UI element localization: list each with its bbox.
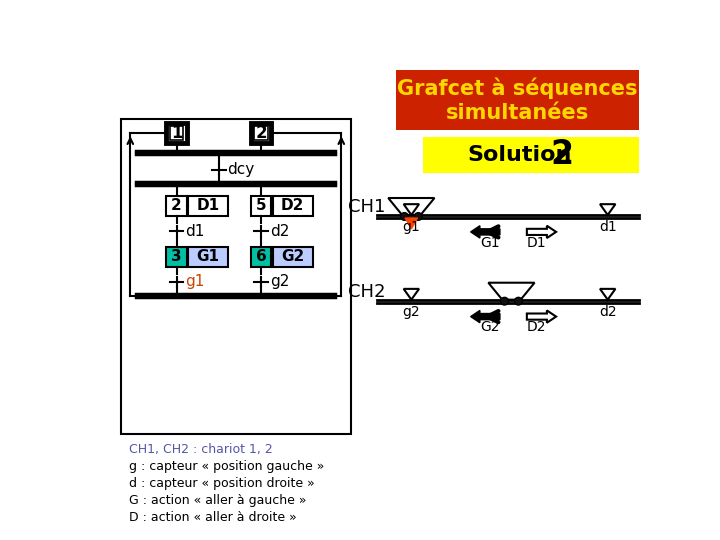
Text: d2: d2	[599, 305, 616, 319]
Polygon shape	[388, 198, 434, 215]
Bar	[423, 137, 639, 173]
Text: 2: 2	[171, 198, 182, 213]
Bar	[273, 247, 312, 267]
FancyArrow shape	[471, 226, 500, 238]
Text: D : action « aller à droite »: D : action « aller à droite »	[129, 511, 297, 524]
Polygon shape	[404, 289, 419, 300]
Circle shape	[415, 213, 422, 220]
Polygon shape	[600, 204, 616, 215]
FancyArrow shape	[527, 226, 556, 238]
Text: 2: 2	[256, 124, 267, 143]
Bar	[166, 195, 186, 215]
FancyArrow shape	[527, 310, 556, 323]
Circle shape	[500, 298, 508, 305]
Bar	[251, 195, 271, 215]
Text: G2: G2	[281, 249, 305, 264]
Circle shape	[515, 298, 522, 305]
FancyArrow shape	[471, 310, 500, 323]
Bar	[273, 195, 312, 215]
Text: d2: d2	[270, 224, 289, 239]
Text: g : capteur « position gauche »: g : capteur « position gauche »	[129, 460, 324, 473]
Text: d1: d1	[599, 220, 616, 234]
Text: g1: g1	[402, 220, 420, 234]
Text: 2: 2	[550, 138, 573, 171]
Bar	[166, 247, 186, 267]
Text: CH1, CH2 : chariot 1, 2: CH1, CH2 : chariot 1, 2	[129, 443, 272, 456]
Text: 6: 6	[256, 249, 266, 264]
Bar	[188, 195, 228, 215]
Bar	[166, 123, 186, 143]
Text: dcy: dcy	[227, 162, 254, 177]
Polygon shape	[600, 289, 616, 300]
Bar	[251, 123, 271, 143]
Text: Solution: Solution	[467, 145, 572, 165]
Text: g2: g2	[402, 305, 420, 319]
Bar	[188, 247, 228, 267]
Text: D2: D2	[527, 320, 546, 334]
Bar	[396, 70, 639, 130]
Text: D1: D1	[197, 198, 220, 213]
Text: d : capteur « position droite »: d : capteur « position droite »	[129, 477, 315, 490]
Text: G1: G1	[197, 249, 220, 264]
Text: D2: D2	[281, 198, 305, 213]
Text: g1: g1	[185, 274, 204, 289]
Text: CH2: CH2	[348, 283, 385, 301]
Polygon shape	[488, 283, 534, 300]
Circle shape	[400, 213, 408, 220]
Polygon shape	[405, 218, 418, 229]
Bar	[254, 126, 268, 140]
Text: D1: D1	[527, 235, 546, 249]
Bar	[251, 247, 271, 267]
Text: d1: d1	[185, 224, 204, 239]
Bar	[121, 119, 351, 434]
Polygon shape	[404, 204, 419, 215]
Text: 1: 1	[171, 124, 182, 143]
Text: 5: 5	[256, 198, 266, 213]
Text: G : action « aller à gauche »: G : action « aller à gauche »	[129, 494, 306, 507]
Text: G1: G1	[480, 235, 500, 249]
Text: Grafcet à séquences
simultanées: Grafcet à séquences simultanées	[397, 78, 637, 123]
Text: 3: 3	[171, 249, 182, 264]
Bar	[170, 126, 184, 140]
Text: G2: G2	[480, 320, 500, 334]
Text: CH1: CH1	[348, 198, 385, 216]
Text: g2: g2	[270, 274, 289, 289]
